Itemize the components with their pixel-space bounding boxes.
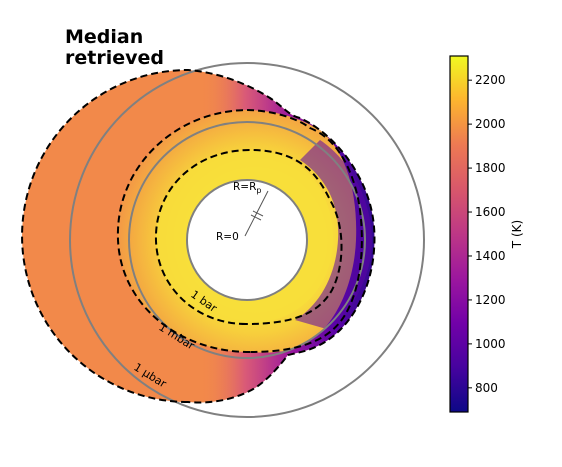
radius-indicator — [244, 190, 269, 237]
colorbar-tick-label: 2200 — [475, 73, 506, 87]
title-line-2: retrieved — [65, 47, 164, 69]
planet-disk — [186, 179, 308, 301]
grey-circle-outer — [69, 62, 425, 418]
colorbar-label: T (K) — [510, 220, 524, 249]
colorbar-tick-label: 1200 — [475, 293, 506, 307]
colorbar-tick-label: 1800 — [475, 161, 506, 175]
colorbar-tick-label: 800 — [475, 381, 498, 395]
colorbar-tick-label: 1400 — [475, 249, 506, 263]
label-surface: R=Rp — [233, 181, 261, 195]
title-line-1: Median — [65, 26, 143, 48]
grey-circle-mid — [128, 121, 366, 359]
colorbar-gradient — [449, 55, 469, 413]
contour-1-bar — [154, 148, 343, 326]
colorbar-tick-label: 1600 — [475, 205, 506, 219]
colorbar-tick-label: 1000 — [475, 337, 506, 351]
colorbar-tick-label: 2000 — [475, 117, 506, 131]
colorbar: 800 1000 1200 1400 1600 1800 2000 2200 T (K) — [449, 55, 524, 413]
contour-1-ubar — [21, 68, 376, 404]
label-center: R=0 — [216, 231, 239, 243]
contour-1-mbar — [116, 108, 363, 354]
